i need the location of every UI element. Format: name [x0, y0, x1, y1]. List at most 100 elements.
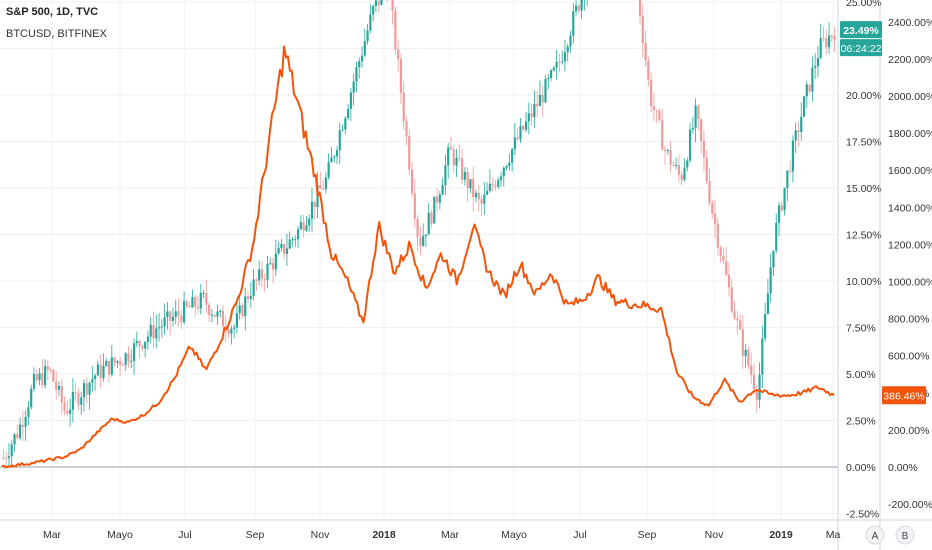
- spx-candle-body: [669, 150, 672, 165]
- scale-button-b[interactable]: [895, 525, 915, 545]
- spx-candle-body: [513, 137, 516, 150]
- spx-candle-body: [449, 147, 453, 150]
- spx-candle-body: [18, 424, 22, 438]
- left-axis-tick-label: 15.00%: [846, 183, 882, 195]
- spx-candle-body: [422, 235, 425, 246]
- time-axis[interactable]: Mar Mayo Jul Sep Nov 2018 Mar Mayo Jul Sep Nov 2019…: [43, 529, 840, 541]
- spx-candle-body: [244, 296, 247, 317]
- time-axis-tick-label: Nov: [311, 529, 330, 541]
- spx-candle-body: [349, 92, 352, 109]
- spx-candle-body: [296, 229, 300, 240]
- spx-candle-body: [419, 237, 422, 246]
- spx-candle-body: [547, 78, 550, 80]
- spx-candle-body: [285, 248, 289, 254]
- time-axis-tick-label: Jul: [178, 529, 191, 541]
- spx-candle-body: [319, 185, 322, 189]
- spx-candle-body: [402, 92, 405, 122]
- spx-last-value-label: 23.49%: [843, 25, 879, 37]
- spx-candle-body: [713, 213, 717, 224]
- spx-candle-body: [238, 305, 241, 314]
- spx-candle-body: [199, 292, 202, 309]
- spx-candle-body: [825, 38, 828, 48]
- spx-candle-body: [830, 35, 833, 37]
- spx-candle-body: [255, 279, 258, 281]
- spx-candle-body: [52, 370, 55, 382]
- right-axis-tick-label: 2000.00%: [888, 91, 932, 103]
- spx-candle-body: [394, 10, 397, 50]
- spx-candle-body: [427, 212, 430, 235]
- spx-candle-body: [552, 67, 555, 71]
- spx-candle-body: [149, 324, 152, 337]
- spx-candle-body: [536, 103, 539, 107]
- spx-candle-body: [235, 313, 238, 328]
- spx-candle-body: [177, 311, 180, 316]
- spx-candle-body: [166, 311, 169, 318]
- spx-candle-body: [324, 177, 327, 190]
- spx-candle-body: [469, 179, 472, 189]
- right-axis-tick-label: 200.00%: [888, 425, 929, 437]
- spx-candle-body: [722, 256, 725, 262]
- spx-candle-body: [558, 61, 561, 63]
- spx-candle-body: [458, 157, 461, 159]
- spx-candle-body: [352, 81, 355, 93]
- legend-symbol-spx[interactable]: S&P 500, 1D, TVC: [6, 6, 99, 18]
- time-axis-tick-label: Nov: [705, 529, 724, 541]
- btc-last-value-badge: [882, 386, 926, 405]
- time-axis-tick-label: Mayo: [501, 529, 527, 541]
- scale-button-a[interactable]: [865, 525, 885, 545]
- right-axis-tick-label: 1800.00%: [888, 128, 932, 140]
- left-axis-tick-label: 25.00%: [846, 0, 882, 9]
- spx-candle-body: [480, 199, 483, 204]
- spx-candle-body: [533, 103, 536, 118]
- spx-candle-body: [266, 263, 269, 280]
- spx-candle-body: [94, 375, 97, 380]
- spx-candle-body: [152, 324, 155, 339]
- spx-candle-body: [24, 416, 27, 427]
- btc-last-value-label: 386.46%: [883, 390, 924, 402]
- left-axis-tick-label: 7.50%: [846, 323, 876, 335]
- spx-candle-body: [46, 366, 49, 370]
- spx-candle-body: [549, 70, 553, 79]
- spx-candle-body: [7, 456, 11, 458]
- spx-candle-body: [727, 274, 731, 288]
- spx-candle-body: [269, 263, 272, 265]
- spx-candle-body: [716, 223, 719, 248]
- spx-candle-body: [180, 315, 183, 323]
- right-axis-tick-label: 1000.00%: [888, 277, 932, 289]
- spx-candle-body: [310, 201, 314, 219]
- spx-candle-body: [358, 61, 361, 68]
- spx-candle-body: [127, 353, 130, 362]
- spx-candle-body: [30, 388, 33, 408]
- spx-candle-body: [527, 113, 530, 122]
- spx-candle-body: [455, 157, 458, 166]
- spx-candle-body: [80, 397, 83, 405]
- time-axis-tick-label: 2018: [372, 529, 396, 541]
- spx-candle-body: [638, 0, 642, 16]
- spx-candle-body: [41, 373, 44, 386]
- spx-candle-body: [797, 130, 800, 133]
- spx-candle-body: [121, 364, 125, 366]
- left-axis-tick-label: 10.00%: [846, 276, 882, 288]
- spx-candle-body: [157, 327, 161, 329]
- spx-candle-body: [88, 382, 91, 395]
- spx-candle-body: [138, 341, 141, 346]
- spx-candle-body: [116, 361, 119, 363]
- spx-candle-body: [330, 157, 333, 163]
- spx-candle-body: [466, 172, 469, 189]
- spx-candle-body: [16, 434, 19, 438]
- spx-candle-body: [333, 156, 336, 158]
- spx-candle-body: [580, 0, 583, 11]
- spx-candle-body: [789, 170, 792, 172]
- spx-candle-body: [705, 157, 708, 182]
- spx-candle-body: [444, 165, 447, 186]
- spx-candle-body: [416, 218, 419, 238]
- legend-symbol-btc[interactable]: BTCUSD, BITFINEX: [6, 28, 107, 40]
- spx-candle-body: [260, 269, 264, 279]
- spx-last-value-badge: [840, 21, 882, 39]
- time-axis-tick-label: Mar: [43, 529, 62, 541]
- spx-candle-body: [155, 328, 158, 339]
- spx-candle-body: [135, 341, 138, 344]
- spx-candle-body: [341, 129, 344, 131]
